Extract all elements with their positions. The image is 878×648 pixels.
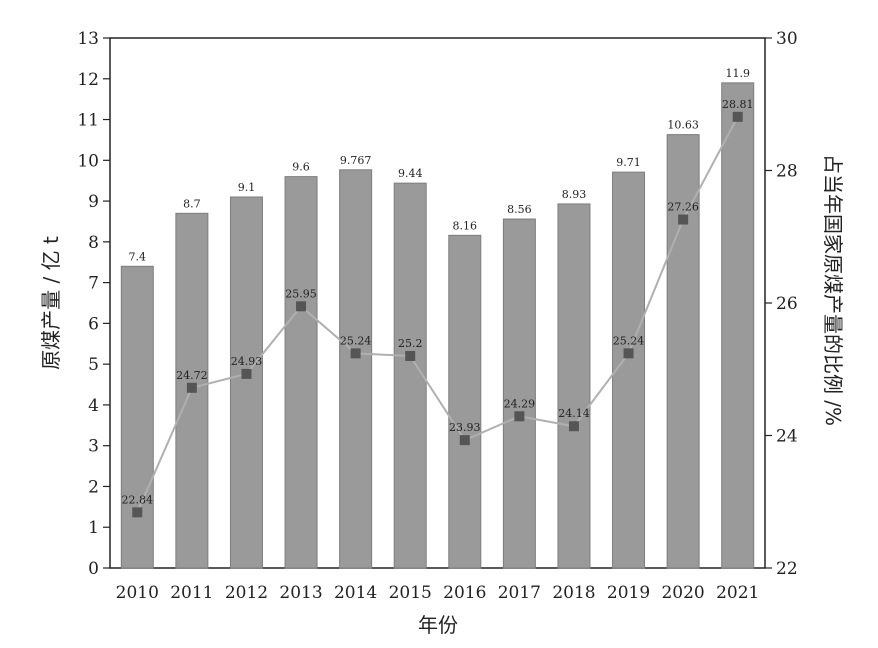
ratio-line-series: 22.84 24.72 24.93 25.95 25.24 25.2 23.93 24.29 2… (122, 98, 754, 518)
right-tick-label-26: 26 (776, 294, 798, 314)
right-tick-label-24: 24 (776, 427, 798, 447)
left-tick-label-12: 12 (77, 70, 99, 90)
x-tick-label-2020: 2020 (661, 583, 704, 603)
x-tick-label-2014: 2014 (334, 583, 377, 603)
left-tick-label-9: 9 (88, 192, 99, 212)
x-tick-label-2015: 2015 (389, 583, 432, 603)
bar-2019 (612, 171, 646, 569)
ratio-label-2016: 23.93 (449, 421, 481, 434)
bar-label-2018: 8.93 (562, 188, 587, 201)
bar-label-2017: 8.56 (507, 203, 532, 216)
bar-2017 (502, 218, 536, 569)
right-y-axis: 22 24 26 28 30 (765, 29, 798, 579)
plot-area (109, 37, 766, 569)
x-tick-label-2017: 2017 (498, 583, 541, 603)
left-tick-label-5: 5 (88, 355, 99, 375)
ratio-marker-2015 (405, 351, 416, 361)
ratio-marker-2017 (514, 411, 525, 422)
ratio-label-2020: 27.26 (667, 201, 699, 214)
ratio-label-2019: 25.24 (613, 334, 645, 347)
bar-value-labels: 7.4 8.7 9.1 9.6 9.767 9.44 8.16 8.56 8.93 9.71 10.… (129, 67, 750, 263)
left-tick-label-6: 6 (88, 314, 99, 334)
ratio-label-2017: 24.29 (504, 397, 536, 410)
ratio-line (136, 116, 739, 513)
ratio-label-2014: 25.24 (340, 334, 372, 347)
bar-2015 (393, 182, 427, 569)
ratio-label-2021: 28.81 (722, 98, 754, 111)
x-tick-label-2021: 2021 (716, 583, 759, 603)
x-tick-label-2013: 2013 (279, 583, 322, 603)
bar-label-2013: 9.6 (292, 161, 310, 174)
left-y-axis-title: 原煤产量 / 亿 t (39, 236, 63, 370)
bar-label-2014: 9.767 (340, 154, 372, 167)
ratio-marker-2011 (186, 382, 197, 393)
ratio-label-2012: 24.93 (231, 355, 263, 368)
bar-2013 (284, 176, 318, 569)
x-tick-label-2016: 2016 (443, 583, 486, 603)
right-tick-label-30: 30 (776, 29, 798, 49)
bar-label-2016: 8.16 (453, 219, 478, 232)
bar-series (120, 82, 755, 569)
ratio-label-2011: 24.72 (176, 369, 208, 382)
ratio-marker-2010 (132, 507, 143, 518)
bar-label-2011: 8.7 (183, 197, 201, 210)
x-tick-label-2012: 2012 (225, 583, 268, 603)
bar-2010 (120, 265, 154, 569)
bar-2014 (339, 169, 373, 569)
ratio-label-2015: 25.2 (398, 337, 423, 350)
left-tick-label-11: 11 (77, 111, 99, 131)
x-tick-label-2019: 2019 (607, 583, 650, 603)
ratio-marker-2016 (459, 435, 470, 446)
bar-2021 (721, 82, 755, 569)
bar-2018 (557, 203, 591, 569)
left-tick-label-3: 3 (88, 437, 99, 457)
ratio-marker-2019 (623, 348, 634, 359)
right-y-axis-title: 占当年国家原煤产量的比例 /% (821, 154, 845, 426)
ratio-label-2018: 24.14 (558, 407, 590, 420)
bar-label-2021: 11.9 (725, 67, 750, 80)
left-tick-label-4: 4 (88, 396, 99, 416)
bar-label-2020: 10.63 (667, 119, 699, 132)
ratio-label-2013: 25.95 (285, 287, 317, 300)
ratio-marker-2018 (568, 421, 579, 432)
ratio-marker-2012 (241, 368, 252, 379)
bar-label-2012: 9.1 (238, 181, 256, 194)
x-axis: 2010 2011 2012 2013 2014 2015 2016 2017 2018 2019… (116, 583, 760, 603)
left-tick-label-0: 0 (88, 559, 99, 579)
left-tick-label-10: 10 (77, 151, 99, 171)
ratio-marker-2013 (296, 301, 307, 312)
bar-2012 (229, 196, 263, 569)
bar-label-2015: 9.44 (398, 167, 423, 180)
x-tick-label-2010: 2010 (116, 583, 159, 603)
right-tick-label-22: 22 (776, 559, 798, 579)
ratio-marker-2021 (732, 111, 743, 122)
right-tick-label-28: 28 (776, 162, 798, 182)
ratio-marker-2020 (678, 214, 689, 225)
x-tick-label-2011: 2011 (170, 583, 213, 603)
ratio-marker-2014 (350, 348, 361, 359)
left-tick-label-1: 1 (88, 518, 99, 538)
ratio-label-2010: 22.84 (122, 493, 154, 506)
bar-2020 (666, 134, 700, 569)
x-tick-label-2018: 2018 (552, 583, 595, 603)
left-tick-label-13: 13 (77, 29, 99, 49)
left-tick-label-2: 2 (88, 477, 99, 497)
x-axis-title: 年份 (418, 613, 458, 637)
bar-2016 (448, 234, 482, 569)
left-tick-label-7: 7 (88, 274, 99, 294)
bar-label-2010: 7.4 (129, 250, 147, 263)
bar-label-2019: 9.71 (616, 156, 641, 169)
left-tick-label-8: 8 (88, 233, 99, 253)
